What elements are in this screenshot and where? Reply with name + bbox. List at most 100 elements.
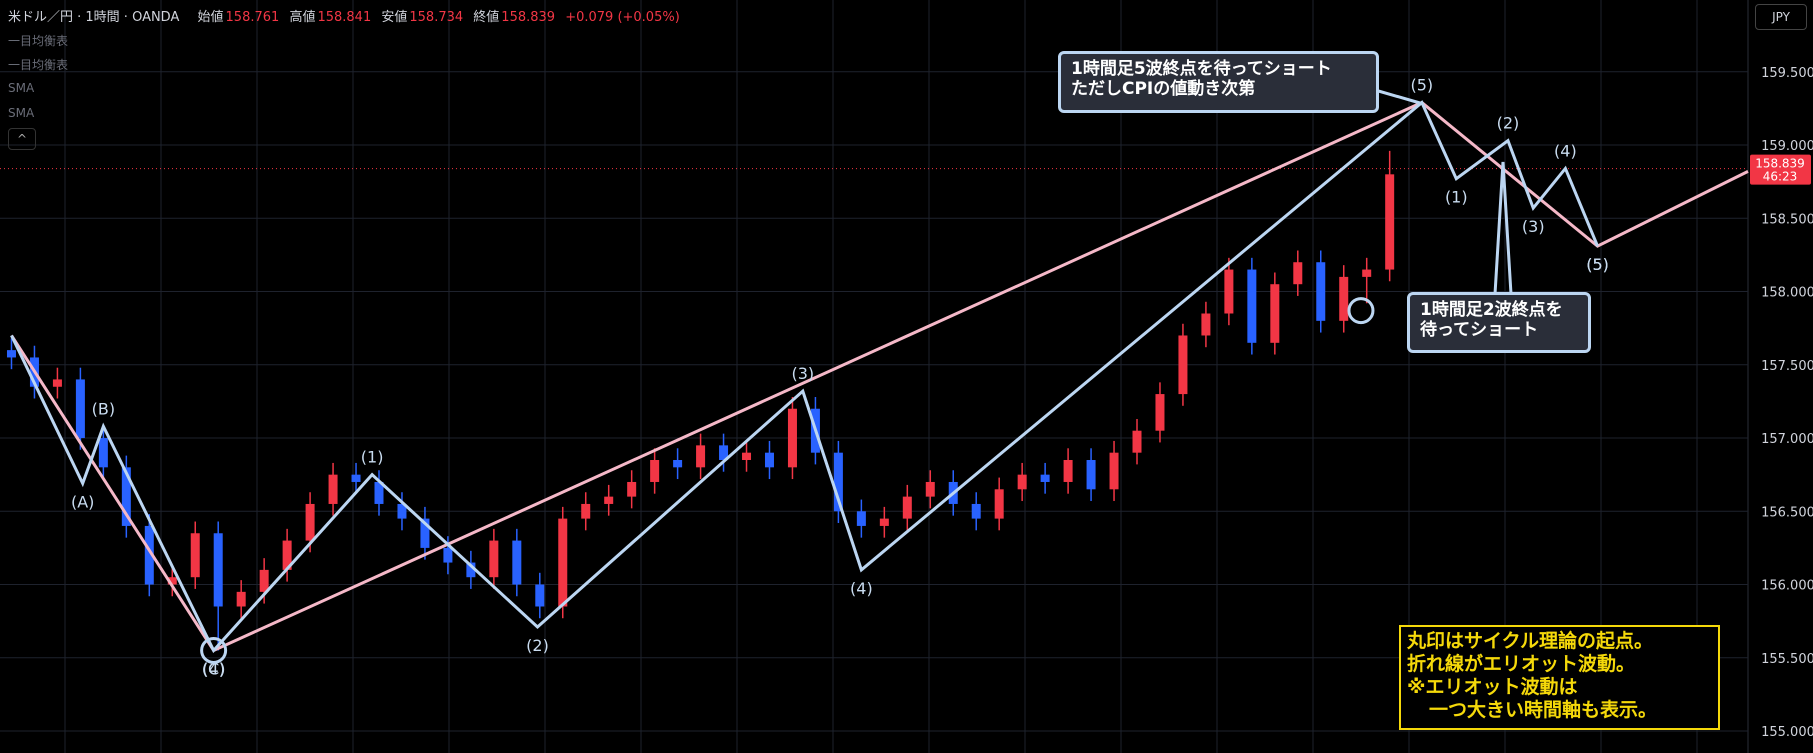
wave-line [10,100,1749,653]
y-tick-label: 158.500 [1761,212,1813,227]
candle-body [305,503,315,541]
wave-label: (B) [92,399,115,418]
price-tag [1750,154,1811,185]
candle-body [1201,313,1211,336]
indicator[interactable]: 一目均衡表 [8,58,69,72]
candle-body [971,503,981,519]
close-label: 終値 [473,10,500,25]
candle-body [719,445,729,461]
candle-body [764,452,774,468]
high-label: 高値 [289,10,316,25]
candle-body [833,452,843,512]
header: 米ドル／円 · 1時間 · OANDA 始値 158.761 高値 158.841 … [8,6,686,25]
candle-body [1385,174,1395,270]
candle-body [1293,262,1303,285]
candle-body [167,577,177,585]
candle-body [994,489,1004,519]
wave-label: (3) [1522,217,1545,236]
candle-body [742,452,752,461]
candle-body [902,496,912,519]
callout-line: 待ってショート [1420,320,1539,340]
candle-body [75,379,85,439]
indicator[interactable]: 一目均衡表 [8,34,69,48]
wave-label: (C) [202,659,226,678]
cycle-point [200,636,228,664]
note-line: 折れ線がエリオット波動。 [1407,653,1636,675]
candle-body [466,562,476,578]
wave-label: (5) [1410,76,1433,95]
low-label: 安値 [381,10,408,25]
candle-body [879,518,889,526]
low-value: 158.734 [409,10,464,25]
candle-body [1270,284,1280,343]
candle-body [1247,269,1257,343]
candle-body [627,481,637,497]
candle-body [1086,460,1096,490]
candle-body [144,525,154,585]
y-tick-label: 159.000 [1761,139,1813,154]
candle-body [925,481,935,497]
wave-label: (5) [1586,255,1609,274]
wave-label: (1) [1445,188,1468,207]
note-line: 丸印はサイクル理論の起点。 [1407,630,1654,652]
candle-body [604,496,614,504]
callout-pointer [1493,161,1513,295]
y-tick-label: 157.500 [1761,359,1813,374]
candle-body [213,533,223,607]
open-value: 158.761 [225,10,280,25]
candle-body [489,540,499,578]
candle-body [190,533,200,578]
indicator[interactable]: SMA [8,106,35,120]
y-tick-label: 155.000 [1761,725,1813,740]
candle-body [121,467,131,526]
candle-body [535,584,545,607]
y-tick-label: 159.500 [1761,66,1813,81]
candle-body [420,518,430,548]
collapse-button[interactable]: ^ [8,128,36,150]
candle-body [351,474,361,482]
change-value: +0.079 (+0.05%) [565,10,680,25]
y-tick-label: 157.000 [1761,432,1813,447]
wave-label: (4) [202,659,225,678]
candle-body [282,540,292,570]
candle-body [696,445,706,468]
candle-body [787,408,797,468]
wave-label: (2) [1497,114,1520,133]
high-value: 158.841 [317,10,372,25]
wave-label: (2) [526,636,549,655]
y-tick-label: 156.500 [1761,505,1813,520]
callout-line: ただしCPIの値動き次第 [1071,79,1256,99]
wave-label: (4) [850,579,873,598]
y-tick-label: 156.000 [1761,579,1813,594]
y-tick-label: 158.000 [1761,286,1813,301]
callout-line: 1時間足5波終点を待ってショート [1071,59,1332,79]
candle-body [1132,430,1142,453]
candle-body [98,438,108,468]
candle-body [1362,269,1372,277]
cycle-point [1347,297,1375,325]
candle-body [1224,269,1234,314]
candle-body [581,503,591,519]
candle-body [328,474,338,504]
currency-button[interactable]: JPY [1755,4,1807,30]
candle-body [443,547,453,563]
callout-pointer [1374,88,1421,105]
callout-line: 1時間足2波終点を [1420,300,1563,320]
candle-body [512,540,522,585]
candle-body [1063,460,1073,482]
candle-body [1017,474,1027,490]
candle-body [1316,262,1326,321]
candle-body [1040,474,1050,482]
candle-body [1178,335,1188,395]
candle-body [236,591,246,607]
wave-label: (3) [791,364,814,383]
candle-body [52,379,62,387]
candle-body [856,511,866,526]
callout: 1時間足5波終点を待ってショート ただしCPIの値動き次第 [1058,51,1379,113]
close-value: 158.839 [501,10,556,25]
candle-body [1109,452,1119,490]
indicator[interactable]: SMA [8,81,35,95]
price-tag-countdown: 46:23 [1763,170,1798,184]
